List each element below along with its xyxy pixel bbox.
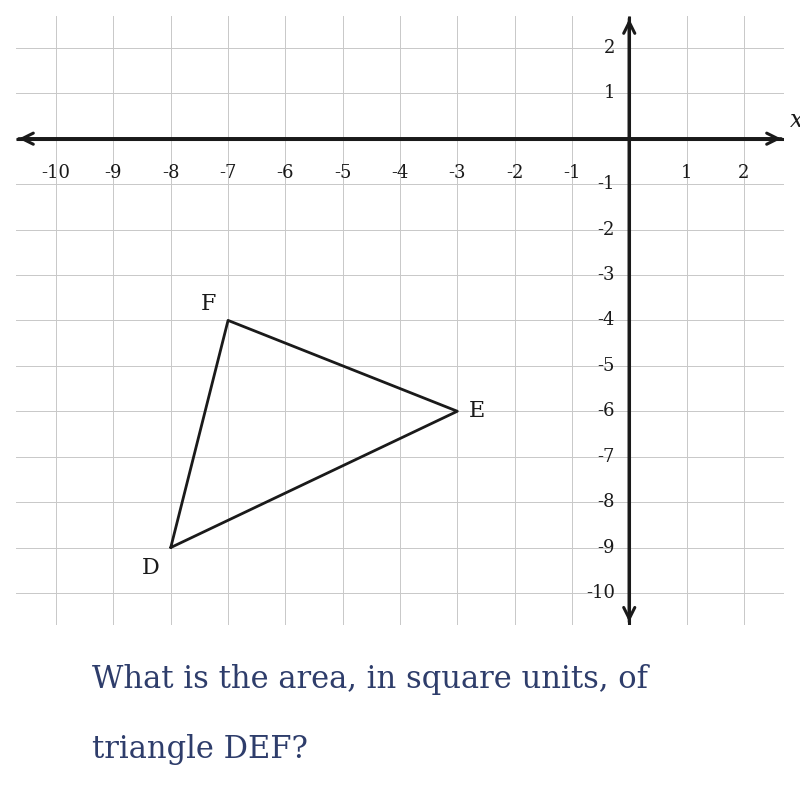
Text: -5: -5 bbox=[598, 356, 615, 375]
Text: 2: 2 bbox=[603, 38, 615, 57]
Text: -10: -10 bbox=[586, 584, 615, 602]
Text: -3: -3 bbox=[598, 266, 615, 284]
Text: -1: -1 bbox=[598, 175, 615, 193]
Text: 1: 1 bbox=[681, 163, 692, 182]
Text: -4: -4 bbox=[598, 312, 615, 329]
Text: x: x bbox=[790, 109, 800, 132]
Text: -9: -9 bbox=[105, 163, 122, 182]
Text: -2: -2 bbox=[598, 220, 615, 239]
Text: -4: -4 bbox=[391, 163, 409, 182]
Text: 2: 2 bbox=[738, 163, 750, 182]
Text: D: D bbox=[142, 557, 159, 579]
Text: What is the area, in square units, of: What is the area, in square units, of bbox=[92, 663, 648, 694]
Text: -7: -7 bbox=[219, 163, 237, 182]
Text: F: F bbox=[200, 293, 216, 316]
Text: -5: -5 bbox=[334, 163, 351, 182]
Text: -7: -7 bbox=[598, 448, 615, 465]
Text: -8: -8 bbox=[598, 493, 615, 511]
Text: -3: -3 bbox=[449, 163, 466, 182]
Text: 1: 1 bbox=[603, 84, 615, 103]
Text: -1: -1 bbox=[563, 163, 581, 182]
Text: -9: -9 bbox=[598, 538, 615, 557]
Text: -2: -2 bbox=[506, 163, 523, 182]
Text: -6: -6 bbox=[277, 163, 294, 182]
Text: triangle DEF?: triangle DEF? bbox=[92, 734, 308, 765]
Text: -6: -6 bbox=[598, 402, 615, 421]
Text: -10: -10 bbox=[42, 163, 70, 182]
Text: E: E bbox=[470, 400, 486, 422]
Text: -8: -8 bbox=[162, 163, 179, 182]
